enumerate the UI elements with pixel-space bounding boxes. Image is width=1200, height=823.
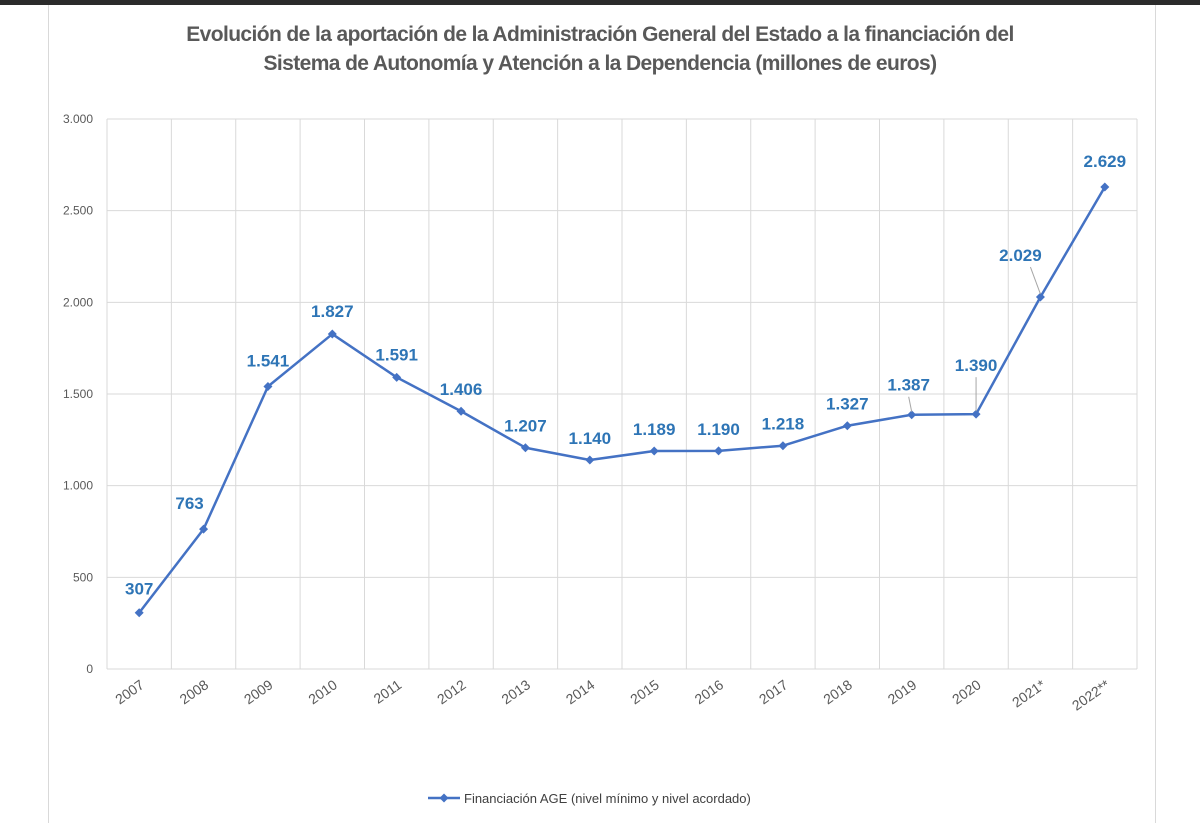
data-point-marker: [971, 409, 981, 419]
top-window-bar: [0, 0, 1200, 5]
data-label: 307: [125, 580, 153, 599]
data-label: 1.207: [504, 417, 547, 436]
data-label: 763: [175, 494, 203, 513]
y-tick-label: 2.000: [63, 295, 93, 309]
data-label: 2.629: [1084, 152, 1127, 171]
x-tick-label: 2015: [627, 676, 662, 707]
data-point-marker: [199, 524, 209, 534]
data-point-marker: [842, 421, 852, 431]
data-point-marker: [456, 406, 466, 416]
x-tick-label: 2018: [820, 676, 855, 707]
x-tick-label: 2013: [498, 676, 533, 707]
frame-right-border: [1155, 5, 1156, 823]
data-label: 1.140: [569, 429, 612, 448]
data-point-marker: [392, 372, 402, 382]
frame-left-border: [48, 5, 49, 823]
data-label: 1.327: [826, 395, 869, 414]
y-tick-label: 1.000: [63, 479, 93, 493]
data-point-marker: [649, 446, 659, 456]
x-tick-label: 2020: [949, 676, 984, 707]
data-label: 1.591: [375, 345, 418, 364]
x-tick-label: 2007: [112, 676, 147, 707]
data-point-marker: [327, 329, 337, 339]
x-tick-label: 2014: [563, 676, 598, 707]
x-tick-label: 2011: [371, 676, 405, 706]
x-tick-label: 2017: [756, 676, 791, 707]
data-label: 1.406: [440, 380, 483, 399]
y-tick-label: 3.000: [63, 112, 93, 126]
data-point-marker: [585, 455, 595, 465]
legend-marker-swatch: [439, 793, 449, 803]
data-point-marker: [907, 410, 917, 420]
data-label: 1.218: [762, 415, 805, 434]
data-point-marker: [1100, 182, 1110, 192]
data-point-marker: [778, 441, 788, 451]
data-label: 1.387: [887, 376, 930, 395]
x-tick-label: 2021*: [1009, 676, 1049, 710]
y-tick-label: 2.500: [63, 204, 93, 218]
y-tick-label: 500: [73, 570, 93, 584]
legend-label: Financiación AGE (nivel mínimo y nivel a…: [464, 791, 751, 806]
series-line: [138, 186, 1106, 614]
data-label: 1.190: [697, 420, 740, 439]
data-point-marker: [134, 608, 144, 618]
data-label: 1.189: [633, 420, 676, 439]
data-point-marker: [520, 443, 530, 453]
x-tick-label: 2008: [177, 676, 212, 707]
data-label: 1.827: [311, 302, 354, 321]
chart-title-line-1: Evolución de la aportación de la Adminis…: [186, 23, 1014, 46]
data-point-marker: [714, 446, 724, 456]
y-tick-label: 1.500: [63, 387, 93, 401]
data-point-marker: [1035, 292, 1045, 302]
chart-title: Evolución de la aportación de la Adminis…: [100, 20, 1100, 78]
x-tick-label: 2016: [692, 676, 727, 707]
x-tick-label: 2009: [241, 676, 276, 707]
chart-title-line-2: Sistema de Autonomía y Atención a la Dep…: [263, 52, 938, 75]
data-label-leader: [908, 396, 913, 412]
data-label: 2.029: [999, 246, 1042, 265]
x-tick-label: 2019: [885, 676, 920, 707]
x-tick-label: 2022**: [1069, 676, 1113, 714]
data-label: 1.541: [247, 351, 290, 370]
x-tick-label: 2012: [434, 676, 469, 707]
data-label-leader: [1029, 266, 1041, 295]
data-point-marker: [263, 381, 273, 391]
x-tick-label: 2010: [305, 676, 340, 707]
y-tick-label: 0: [86, 662, 93, 676]
data-label: 1.390: [955, 356, 998, 375]
